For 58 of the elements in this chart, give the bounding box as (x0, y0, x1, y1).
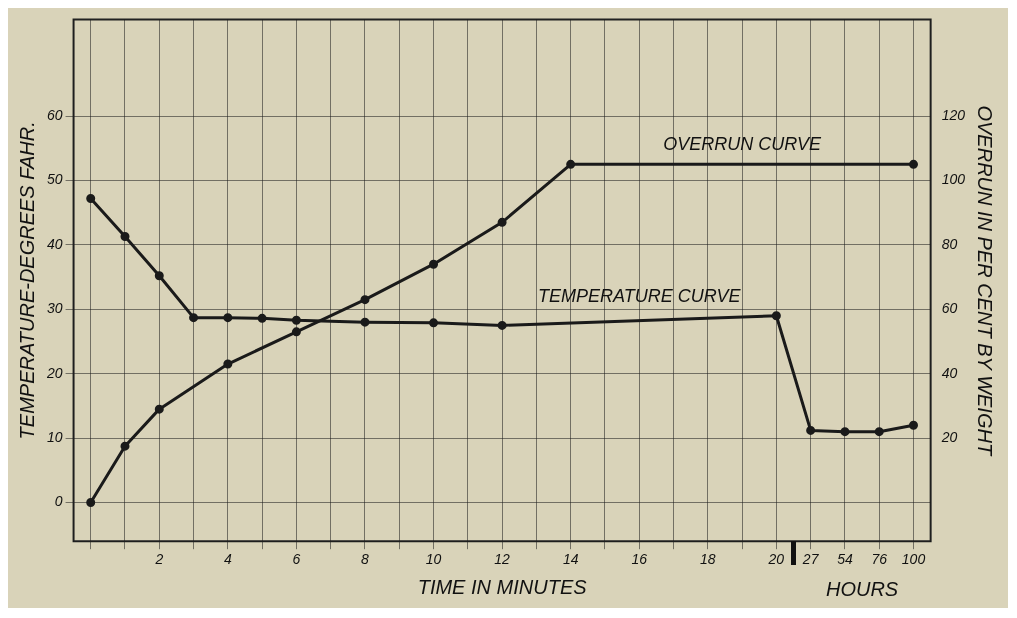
point (566, 159, 576, 169)
point (429, 318, 439, 328)
y-tick-label: 0 (54, 493, 63, 510)
x-tick-label: 12 (494, 551, 511, 568)
y-tick-label: 10 (46, 429, 63, 446)
point (154, 404, 164, 414)
point (86, 498, 96, 508)
point (291, 315, 301, 325)
series-label: OVERRUN CURVE (663, 134, 822, 155)
point (874, 427, 884, 437)
x-axis-title: TIME IN MINUTES (417, 575, 588, 598)
point (223, 359, 233, 369)
y2-tick-label: 60 (941, 300, 958, 317)
point (291, 327, 301, 337)
point (120, 232, 130, 241)
y-tick-label: 30 (46, 300, 63, 317)
y-tick-label: 20 (45, 364, 63, 381)
x-tick-label: 76 (871, 551, 888, 568)
point (257, 313, 267, 323)
point (86, 193, 96, 203)
y-tick-label: 60 (46, 106, 63, 123)
x-tick-label: 4 (223, 551, 232, 568)
point (154, 271, 164, 281)
y-axis-title: TEMPERATURE-DEGREES FAHR. (15, 121, 38, 440)
y2-tick-label: 120 (941, 106, 966, 123)
y2-tick-label: 40 (941, 364, 958, 381)
y2-tick-label: 80 (941, 235, 958, 252)
x-tick-label: 8 (361, 551, 370, 568)
point (806, 425, 816, 435)
y2-tick-label: 100 (941, 171, 966, 188)
point (360, 295, 370, 305)
point (120, 441, 130, 451)
x-tick-label: 10 (425, 551, 442, 568)
point (497, 217, 507, 227)
point (189, 313, 199, 323)
x-tick-label: 27 (801, 551, 820, 568)
x-tick-label: 14 (562, 551, 579, 568)
point (497, 320, 507, 330)
y2-tick-label: 20 (940, 429, 958, 446)
point (840, 427, 850, 437)
point (909, 159, 918, 169)
x-tick-label: 54 (837, 551, 853, 568)
x-tick-label: 20 (767, 551, 785, 568)
y-tick-label: 50 (46, 171, 63, 188)
point (360, 317, 370, 327)
x-tick-label: 18 (700, 551, 716, 568)
series-label: TEMPERATURE CURVE (538, 285, 742, 306)
text: HOURS (825, 577, 899, 600)
x-tick-label: 100 (901, 551, 926, 568)
point (909, 420, 918, 430)
x-tick-label: 16 (631, 551, 648, 568)
y2-axis-title: OVERRUN IN PER CENT BY WEIGHT (974, 105, 997, 457)
point (771, 311, 781, 321)
point (429, 259, 439, 269)
x-tick-label: 2 (154, 551, 164, 568)
x-tick-label: 6 (292, 551, 301, 568)
y-tick-label: 40 (46, 235, 63, 252)
point (223, 313, 233, 323)
